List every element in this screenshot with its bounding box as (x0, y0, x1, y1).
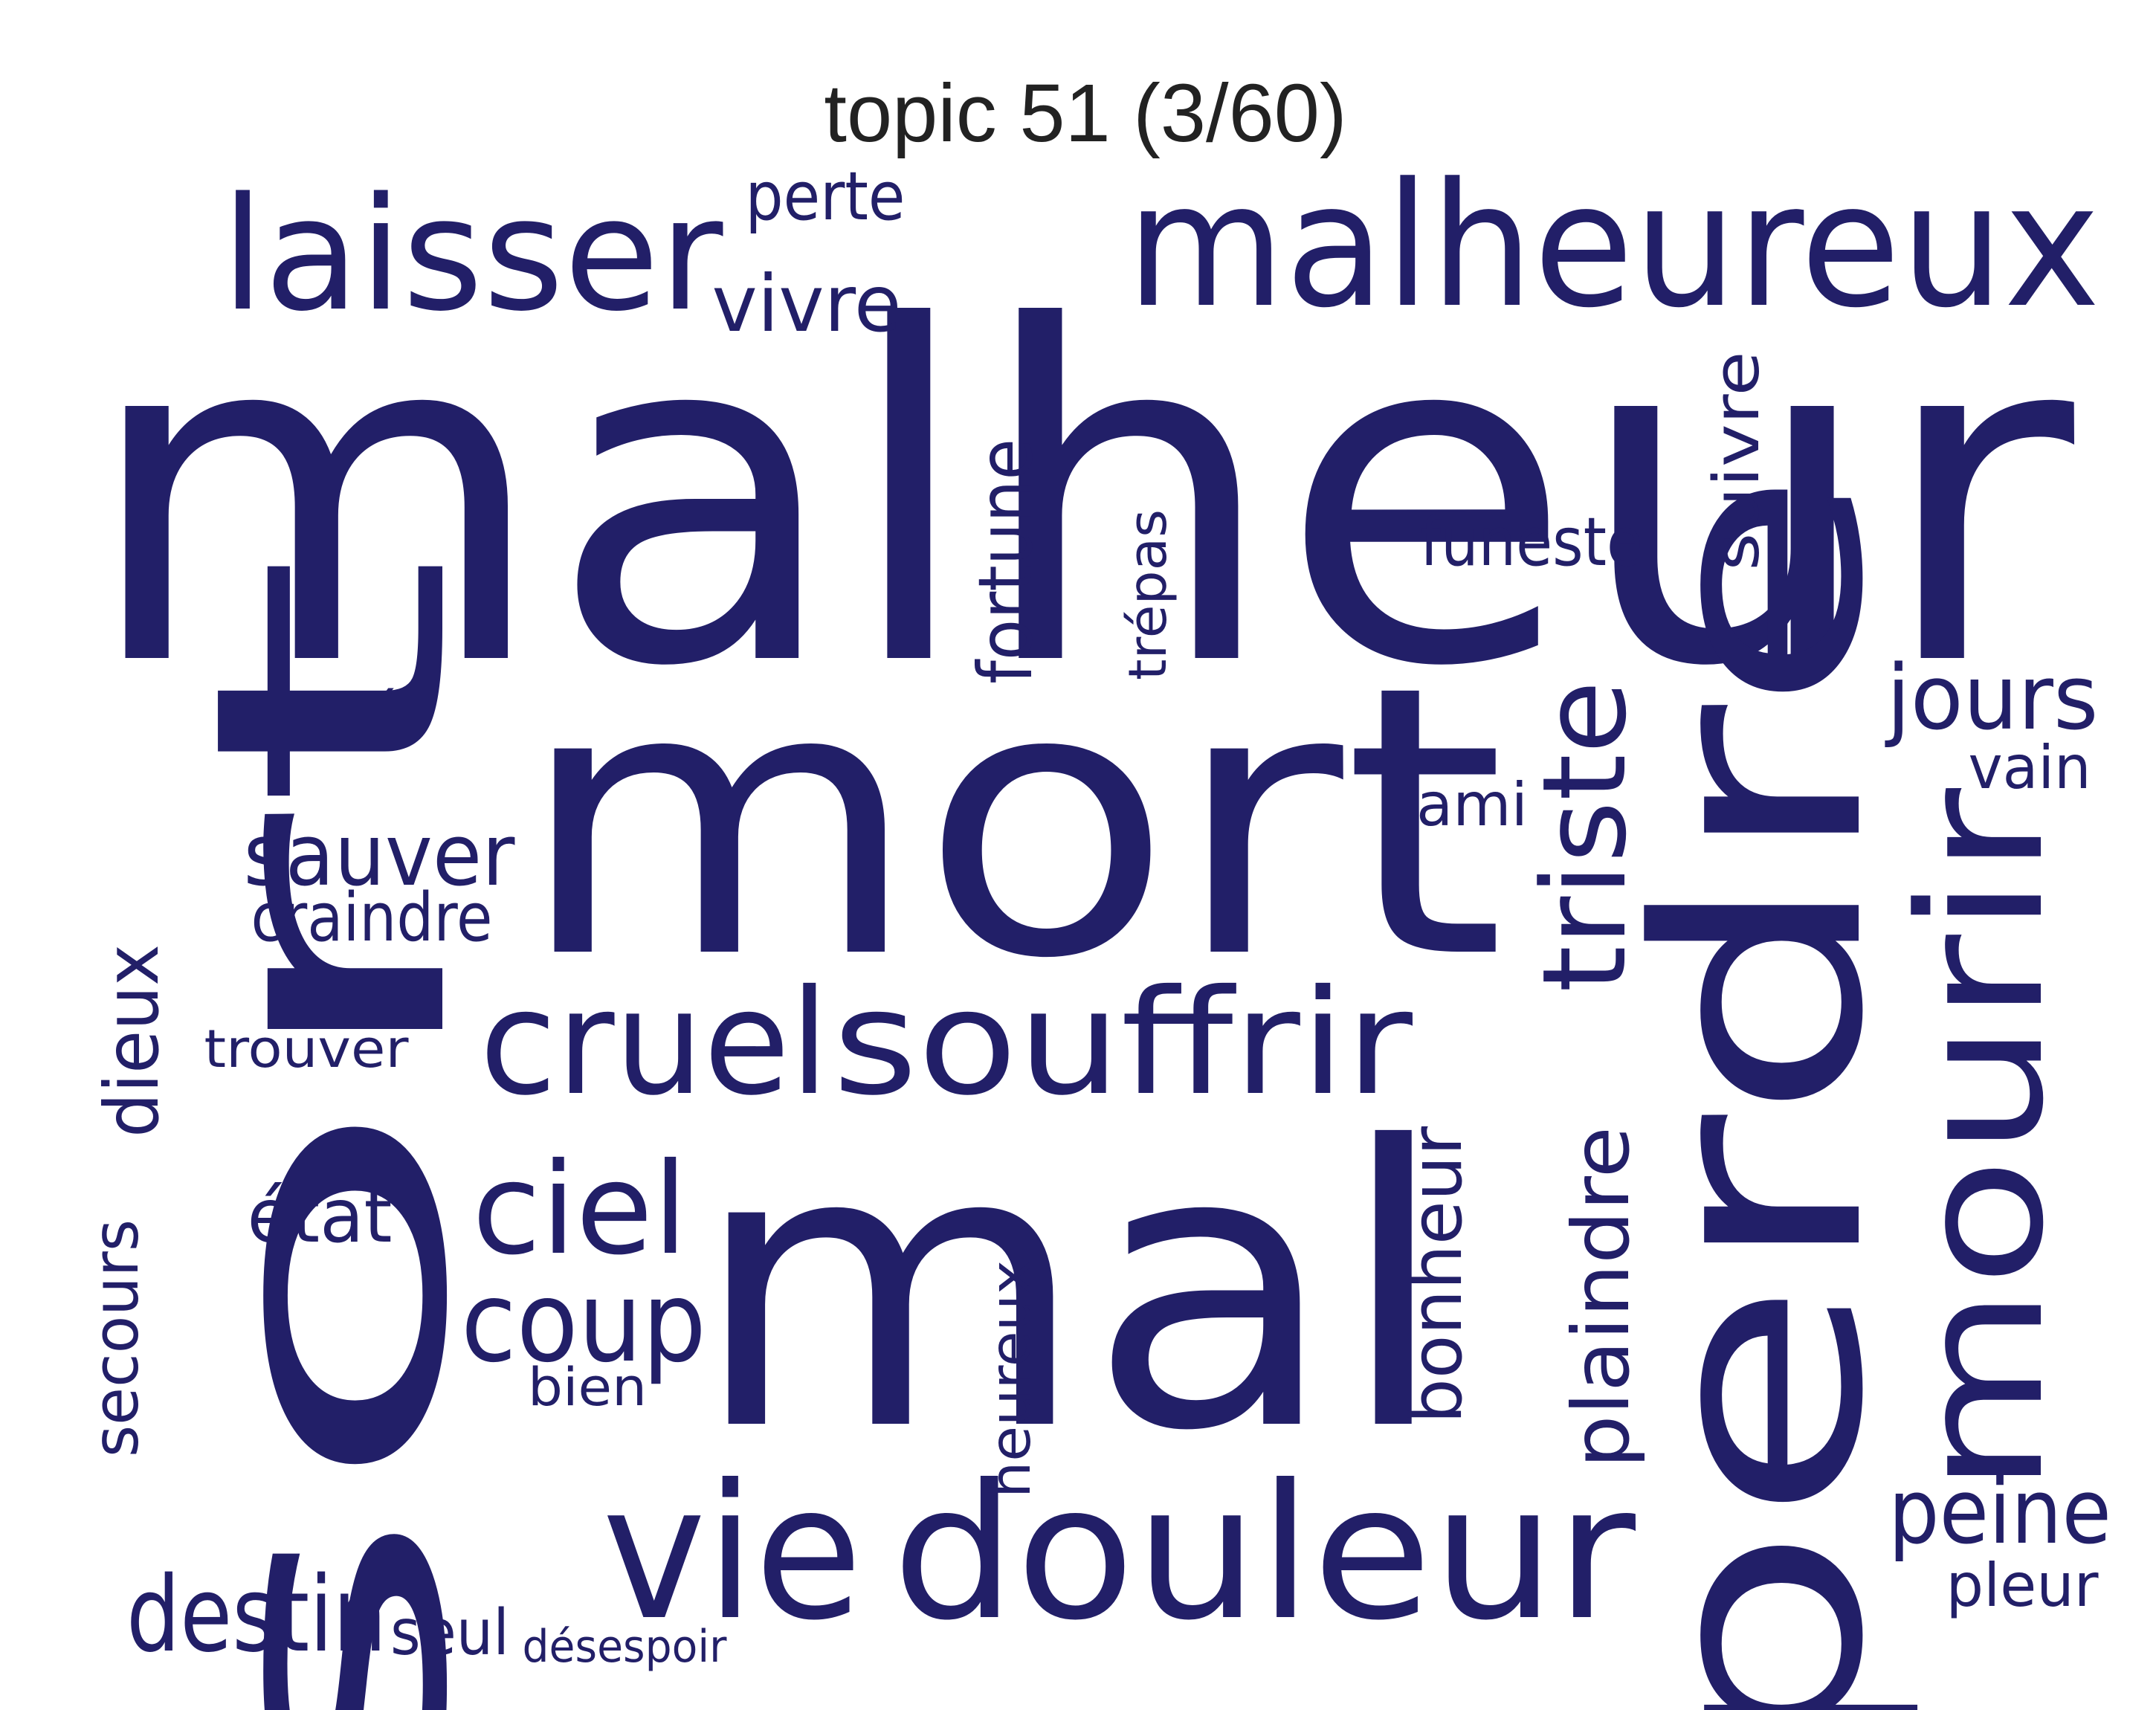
word-pitie: pitié (275, 681, 401, 750)
word-fortune: fortune (962, 439, 1049, 684)
word-peine: peine (1888, 1461, 2111, 1564)
word-mourir: mourir (1883, 787, 2082, 1494)
word-seul: seul (390, 1596, 509, 1670)
word-plaindre: plaindre (1556, 1126, 1647, 1468)
word-vivre: vivre (712, 259, 902, 349)
word-suivre: suivre (1700, 352, 1774, 571)
word-perte: perte (746, 158, 906, 236)
word-laisser: laisser (222, 164, 724, 346)
word-sauver: sauver (244, 806, 516, 906)
word-coup: coup (461, 1258, 706, 1387)
word-dieux: dieux (88, 944, 175, 1138)
word-heureux: heureux (978, 1260, 1043, 1498)
word-funeste: funeste (1420, 503, 1643, 581)
word-malheureux: malheureux (1126, 147, 2100, 346)
word-cruel: cruel (480, 958, 829, 1127)
word-triste: triste (1517, 680, 1652, 993)
word-bien: bien (528, 1357, 647, 1418)
word-etat: état (248, 1172, 393, 1259)
word-vie: vie (602, 1445, 862, 1661)
word-ciel: ciel (472, 1136, 688, 1283)
word-secours: secours (80, 1219, 153, 1457)
word-malheur: malheur (82, 231, 2079, 767)
word-douleur: douleur (892, 1445, 1636, 1661)
word-vain: vain (1969, 733, 2091, 802)
word-trouver: trouver (204, 1019, 409, 1080)
word-desespoir: désespoir (523, 1621, 727, 1673)
word-pleur: pleur (1946, 1551, 2099, 1620)
word-trepas: trépas (1117, 509, 1178, 680)
cloud-title: topic 51 (3/60) (824, 68, 1346, 159)
word-souffrir: souffrir (833, 958, 1413, 1127)
word-craindre: craindre (251, 879, 493, 957)
word-perdre: perdre (1596, 468, 1926, 1710)
word-sort: sort (146, 550, 518, 1710)
word-ami: ami (1416, 770, 1528, 839)
word-bonheur: bonheur (1396, 1126, 1478, 1424)
word-jours: jours (1885, 647, 2099, 750)
word-mal: mal (691, 1065, 1450, 1515)
word-destin: destin (126, 1555, 387, 1676)
word-mort: mort (517, 607, 1505, 1039)
